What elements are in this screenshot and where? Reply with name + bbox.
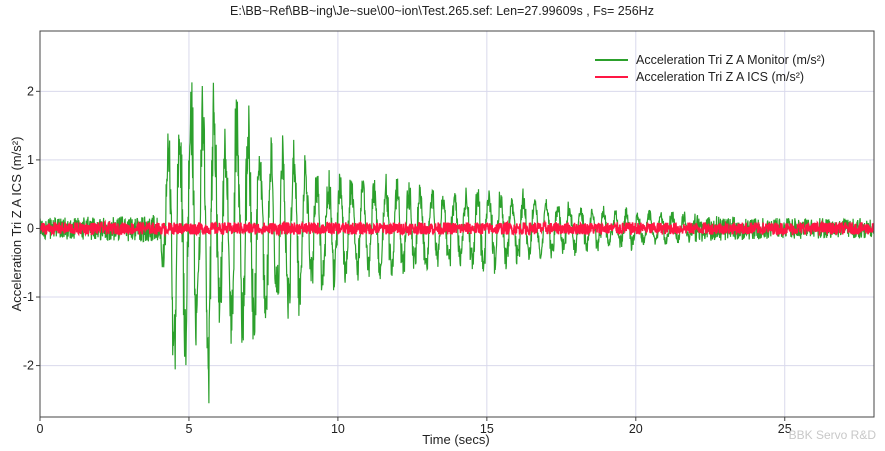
plot-frame: [39, 30, 875, 418]
series-layer: [40, 82, 874, 404]
series-line-monitor: [40, 82, 874, 404]
y-tick-label: 2: [27, 84, 34, 98]
y-tick-label: 0: [27, 221, 34, 235]
legend: Acceleration Tri Z A Monitor (m/s²) Acce…: [595, 53, 825, 84]
y-tick-label: -2: [23, 359, 34, 373]
legend-label-monitor: Acceleration Tri Z A Monitor (m/s²): [636, 53, 825, 67]
ticks: 0 5 10 15 20 25 -2 -1 0 1 2: [23, 84, 792, 436]
chart-title: E:\BB~Ref\BB~ing\Je~sue\00~ion\Test.265.…: [230, 4, 654, 18]
grid: [40, 31, 874, 417]
watermark: BBK Servo R&D: [789, 428, 877, 442]
y-tick-label: -1: [23, 290, 34, 304]
y-axis-label: Acceleration Tri Z A ICS (m/s²): [9, 137, 24, 312]
series-line-ics: [40, 219, 874, 238]
x-tick-label: 25: [778, 422, 792, 436]
y-tick-label: 1: [27, 153, 34, 167]
legend-label-ics: Acceleration Tri Z A ICS (m/s²): [636, 70, 804, 84]
x-tick-label: 10: [331, 422, 345, 436]
x-axis-label: Time (secs): [422, 432, 489, 447]
x-tick-label: 0: [37, 422, 44, 436]
x-tick-label: 5: [185, 422, 192, 436]
x-tick-label: 15: [480, 422, 494, 436]
x-tick-label: 20: [629, 422, 643, 436]
